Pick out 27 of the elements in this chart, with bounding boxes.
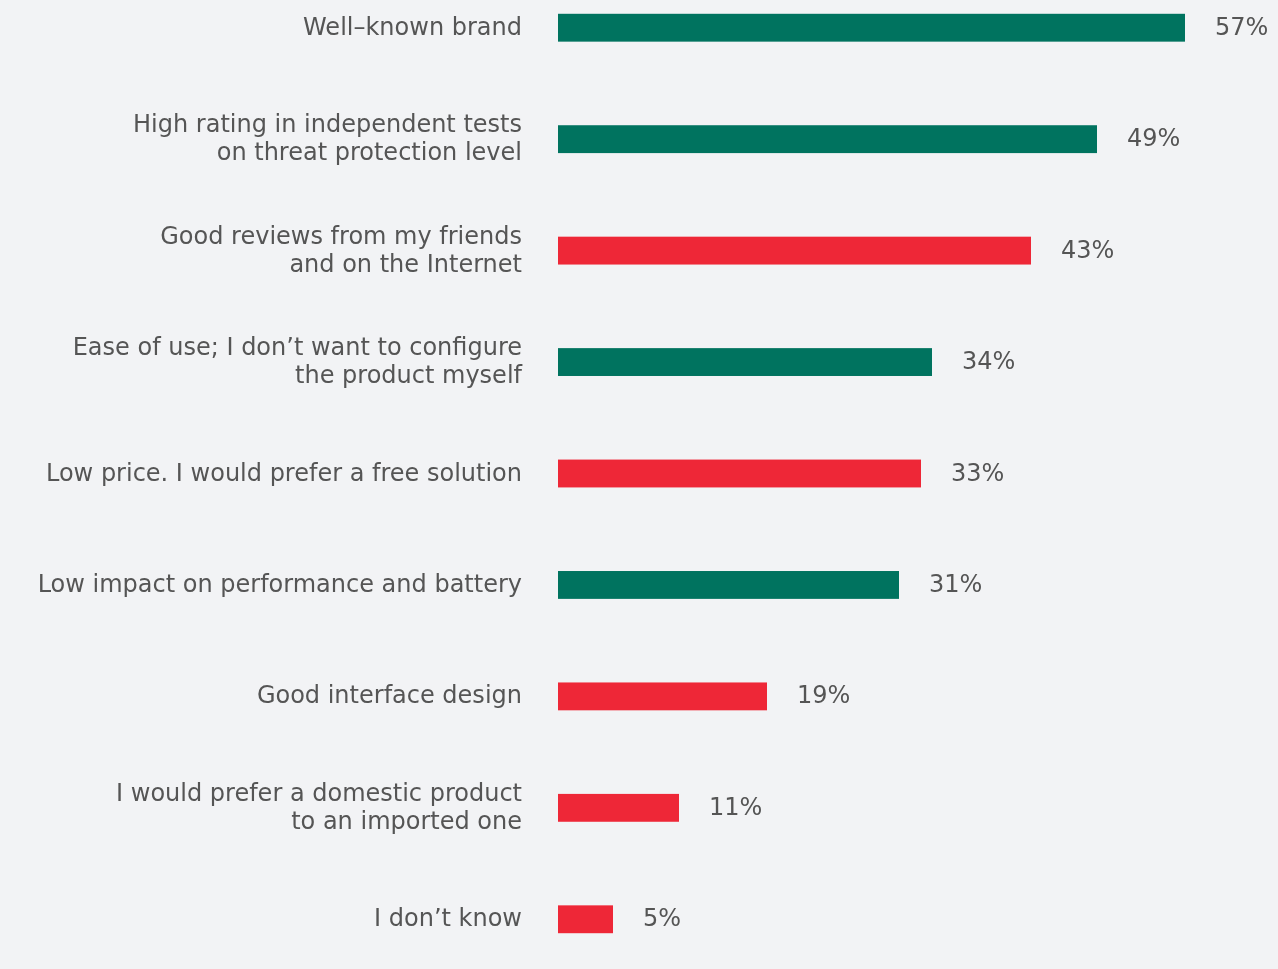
bar [558,13,1185,42]
data-label: 33% [951,458,1005,487]
y-tick-label: I would prefer a domestic product to an imported one [116,778,522,835]
y-tick-label: High rating in independent tests on threat protection level [133,110,522,167]
bar [558,793,679,822]
data-label: 31% [929,569,983,598]
data-label: 11% [709,792,763,821]
data-label: 49% [1127,124,1181,153]
bar [558,459,921,488]
bar [558,125,1097,154]
y-tick-label: Good reviews from my friends and on the Internet [160,221,522,278]
y-tick-label: Well–known brand [303,12,522,41]
data-label: 19% [797,681,851,710]
bar [558,348,932,376]
y-tick-label: Ease of use; I don’t want to configure the product myself [72,333,523,390]
bar [558,571,899,599]
y-tick-label: Low impact on performance and battery [37,569,522,598]
bar [558,236,1031,265]
bar [558,682,767,711]
data-label: 5% [643,904,682,933]
bar [558,905,613,934]
y-tick-label: Low price. I would prefer a free solution [45,458,522,487]
data-label: 43% [1061,235,1115,264]
y-tick-label: I don’t know [374,904,522,933]
data-label: 57% [1215,12,1269,41]
data-label: 34% [962,347,1016,376]
y-tick-label: Good interface design [256,681,522,710]
